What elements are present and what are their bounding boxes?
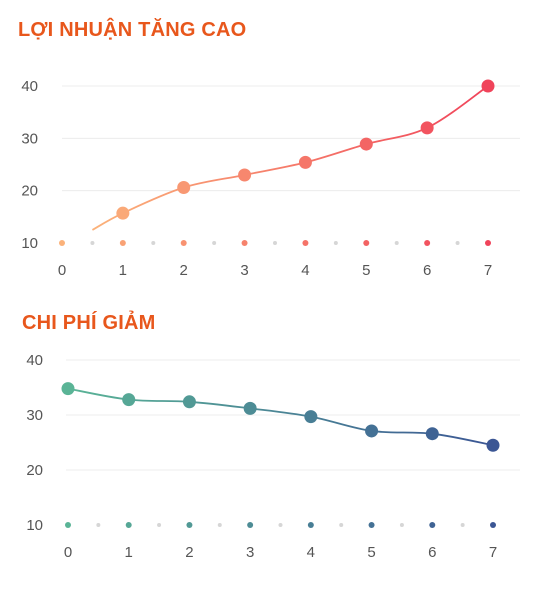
baseline-minor-dot: [217, 523, 222, 527]
baseline-minor-dot: [273, 241, 277, 245]
x-tick-label: 3: [246, 544, 254, 561]
baseline-dot: [247, 522, 254, 528]
y-tick-label: 40: [21, 78, 38, 95]
data-point: [425, 427, 439, 441]
baseline-dot: [490, 522, 496, 528]
x-tick-label: 6: [428, 544, 436, 561]
baseline-dot: [241, 240, 248, 246]
cost-chart: 10 20 30 40 0 1 2 3 4 5 6 7: [26, 352, 520, 561]
x-tick-label: 4: [307, 544, 315, 561]
x-tick-label: 0: [64, 544, 72, 561]
baseline-minor-dot: [212, 241, 217, 245]
baseline-minor-dot: [151, 241, 156, 245]
data-point: [122, 393, 136, 407]
x-tick-label: 2: [180, 262, 188, 279]
baseline-dot: [59, 240, 65, 246]
x-tick-label: 7: [484, 262, 492, 279]
data-point: [243, 401, 257, 415]
baseline-dot: [424, 240, 431, 246]
baseline-dot: [186, 522, 193, 528]
x-tick-label: 4: [301, 262, 309, 279]
x-tick-label: 1: [119, 262, 127, 279]
y-tick-label: 40: [26, 352, 43, 369]
x-tick-label: 3: [240, 262, 248, 279]
baseline-minor-dot: [157, 523, 162, 527]
x-tick-label: 0: [58, 262, 66, 279]
baseline-dot: [302, 240, 309, 246]
y-tick-label: 10: [21, 235, 38, 252]
data-point: [486, 438, 500, 452]
x-tick-label: 5: [367, 544, 375, 561]
data-point: [116, 206, 130, 220]
baseline-minor-dot: [278, 523, 283, 527]
data-point: [420, 121, 434, 135]
x-tick-label: 5: [362, 262, 370, 279]
x-tick-label: 6: [423, 262, 431, 279]
y-tick-label: 30: [26, 407, 43, 424]
baseline-dot: [180, 240, 187, 246]
baseline-dot: [368, 522, 375, 528]
chart-title-cost: CHI PHÍ GIẢM: [22, 312, 156, 334]
baseline-minor-dot: [333, 241, 338, 245]
data-point: [298, 155, 312, 169]
baseline-dot: [65, 522, 71, 528]
x-tick-label: 2: [185, 544, 193, 561]
baseline-minor-dot: [460, 523, 465, 527]
baseline-minor-dot: [339, 523, 344, 527]
chart-title-profit: LỢI NHUẬN TĂNG CAO: [18, 19, 247, 41]
baseline-minor-dot: [394, 241, 399, 245]
baseline-dot: [429, 522, 436, 528]
data-point: [304, 410, 318, 424]
y-tick-label: 30: [21, 130, 38, 147]
baseline-minor-dot: [96, 523, 101, 527]
data-point: [61, 382, 75, 396]
data-point: [365, 424, 379, 438]
data-point: [481, 79, 495, 93]
y-tick-label: 20: [26, 462, 43, 479]
baseline-dot: [119, 240, 126, 246]
data-point: [238, 168, 252, 182]
baseline-minor-dot: [90, 241, 95, 245]
y-tick-label: 20: [21, 183, 38, 200]
baseline-dot: [363, 240, 370, 246]
baseline-minor-dot: [399, 523, 404, 527]
baseline-minor-dot: [455, 241, 460, 245]
x-tick-label: 7: [489, 544, 497, 561]
data-point: [359, 137, 373, 151]
baseline-dot: [125, 522, 132, 528]
data-point: [177, 181, 191, 195]
profit-chart: 10 20 30 40 0 1 2 3 4 5 6 7: [21, 78, 520, 279]
baseline-dot: [485, 240, 491, 246]
series-line: [91, 85, 489, 231]
baseline-dot: [307, 522, 314, 528]
x-tick-label: 1: [125, 544, 133, 561]
data-point: [182, 395, 196, 409]
y-tick-label: 10: [26, 517, 43, 534]
